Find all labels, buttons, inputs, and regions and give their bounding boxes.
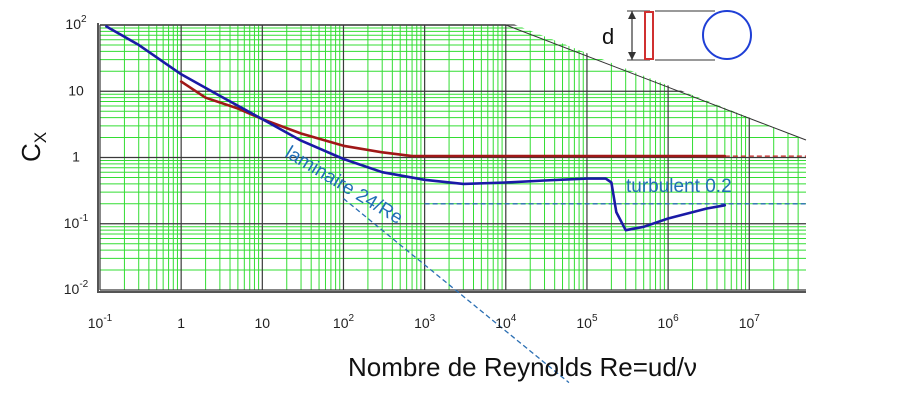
diagonal-boundary-line (505, 24, 807, 141)
x-tick-label: 1 (177, 315, 185, 331)
x-axis-label: Nombre de Reynolds Re=ud/ν (348, 352, 697, 382)
series-line (105, 25, 727, 232)
series-line (179, 80, 727, 158)
x-tick-label: 106 (658, 313, 680, 331)
tick-labels: 10-1 1 10 102 103 104 105 106 107 102 10 1 10-1 10-2 (64, 14, 761, 331)
x-tick-label: 104 (495, 313, 517, 331)
y-tick-label: 10-2 (64, 279, 89, 297)
turbulent-annotation: turbulent 0.2 (626, 176, 732, 197)
diagonal-mask (505, 21, 810, 140)
x-tick-label: 10-1 (88, 313, 113, 331)
y-tick-label: 10-1 (64, 213, 89, 231)
y-axis-label: CX (16, 132, 50, 162)
x-tick-label: 103 (414, 313, 436, 331)
y-tick-label: 1 (72, 149, 80, 165)
reference-lines (343, 155, 806, 384)
inset-diameter-label: d (602, 24, 614, 49)
reference-line (343, 198, 570, 384)
x-tick-label: 105 (576, 313, 598, 331)
axis-frame (97, 23, 806, 293)
data-series (105, 25, 727, 232)
x-tick-label: 102 (333, 313, 355, 331)
x-tick-label: 10 (255, 315, 271, 331)
y-tick-label: 102 (65, 14, 87, 32)
x-tick-label: 107 (739, 313, 761, 331)
y-tick-label: 10 (68, 82, 84, 98)
diameter-inset-diagram: d (602, 10, 752, 61)
